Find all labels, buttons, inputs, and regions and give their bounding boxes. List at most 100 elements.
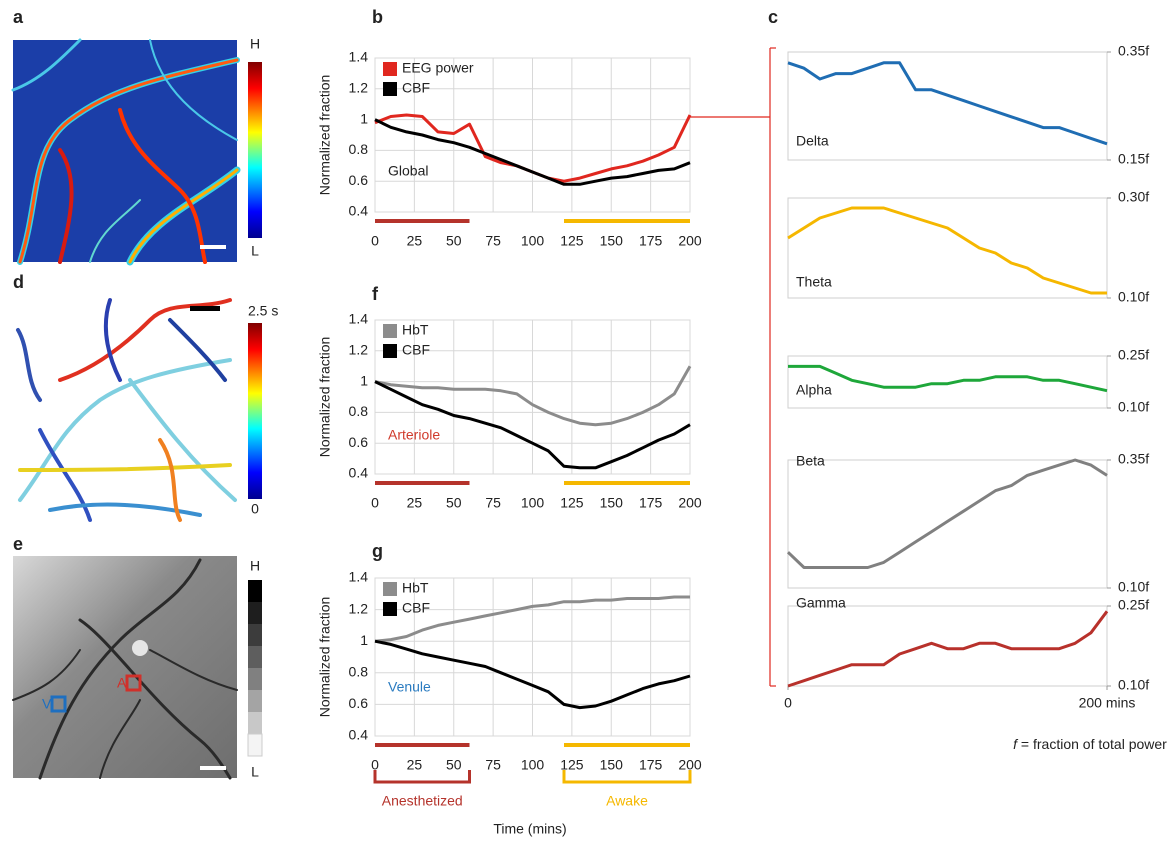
x-tick-label: 175 <box>639 495 663 511</box>
panel-label: d <box>13 272 24 292</box>
y-tick-label: 1.4 <box>349 311 369 327</box>
y-tick-label: 1.2 <box>349 80 369 96</box>
legend-label: EEG power <box>402 60 474 76</box>
plot-frame <box>374 319 691 475</box>
x-tick-label: 150 <box>600 233 624 249</box>
x-tick-label: 175 <box>639 233 663 249</box>
plot-frame <box>374 57 691 213</box>
y-tick-label: 0.10f <box>1118 399 1149 415</box>
footnote: f = fraction of total power <box>1013 736 1167 752</box>
x-tick-label: 200 <box>678 757 702 773</box>
plot-frame <box>787 197 1108 299</box>
x-tick-label: 50 <box>446 495 462 511</box>
series-line <box>374 365 692 427</box>
panel-label: a <box>13 7 24 27</box>
band-label: Delta <box>796 133 829 149</box>
x-tick-label: 25 <box>407 757 423 773</box>
series-line <box>787 206 1107 295</box>
y-tick-label: 0.10f <box>1118 579 1149 595</box>
annotation: Venule <box>388 679 431 695</box>
y-axis-title: Normalized fraction <box>317 337 333 458</box>
plot-frame <box>787 51 1108 161</box>
legend-swatch <box>383 582 397 596</box>
x-tick-label: 200 <box>678 233 702 249</box>
series-line <box>374 380 691 470</box>
footnote-symbol: f <box>1013 736 1019 752</box>
annotation: Arteriole <box>388 427 440 443</box>
image-e <box>12 556 263 780</box>
x-tick-label: 125 <box>560 233 584 249</box>
x-tick-label: 200 mins <box>1079 695 1136 711</box>
y-tick-label: 1.2 <box>349 342 369 358</box>
panel-label: c <box>768 7 778 27</box>
panel-label: e <box>13 534 23 554</box>
period-bar <box>564 481 690 485</box>
x-tick-label: 125 <box>560 495 584 511</box>
period-bar <box>375 743 470 747</box>
series-line <box>374 639 691 710</box>
y-tick-label: 0.8 <box>349 403 369 419</box>
y-axis-title: Normalized fraction <box>317 75 333 196</box>
y-tick-label: 0.30f <box>1118 189 1149 205</box>
x-tick-label: 0 <box>371 495 379 511</box>
series-line <box>786 458 1108 569</box>
x-tick-label: 0 <box>371 757 379 773</box>
y-tick-label: 0.25f <box>1118 597 1149 613</box>
y-tick-label: 0.4 <box>349 203 369 219</box>
y-tick-label: 0.35f <box>1118 451 1149 467</box>
x-tick-label: 0 <box>784 695 792 711</box>
series-line <box>374 595 690 643</box>
legend-swatch <box>383 344 397 358</box>
colorbar-label: H <box>250 36 260 52</box>
series-line <box>787 61 1108 146</box>
panel-label: g <box>372 541 383 561</box>
plot-frame <box>787 605 1108 687</box>
legend-label: CBF <box>402 342 430 358</box>
y-tick-label: 0.8 <box>349 664 369 680</box>
roi-label: V <box>42 696 52 712</box>
x-tick-label: 0 <box>371 233 379 249</box>
x-tick-label: 100 <box>521 233 545 249</box>
period-label: Awake <box>606 793 648 809</box>
band-label: Alpha <box>796 382 832 398</box>
connector <box>690 47 776 687</box>
y-tick-label: 1.2 <box>349 600 369 616</box>
x-tick-label: 125 <box>560 757 584 773</box>
band-label: Gamma <box>796 595 846 611</box>
legend-label: HbT <box>402 580 429 596</box>
x-tick-label: 25 <box>407 495 423 511</box>
y-tick-label: 0.35f <box>1118 43 1149 59</box>
band-label: Beta <box>796 453 825 469</box>
y-tick-label: 0.8 <box>349 141 369 157</box>
series-line <box>374 118 691 186</box>
colorbar-label: 2.5 s <box>248 303 278 319</box>
panel-label: b <box>372 7 383 27</box>
colorbar-label: H <box>250 558 260 574</box>
roi-label: A <box>117 675 127 691</box>
legend-swatch <box>383 324 397 338</box>
y-tick-label: 0.4 <box>349 465 369 481</box>
y-tick-label: 0.10f <box>1118 677 1149 693</box>
colorbar-label: L <box>251 243 259 259</box>
plot-frame <box>787 459 1108 589</box>
x-tick-label: 50 <box>446 233 462 249</box>
period-bar <box>564 743 690 747</box>
legend-label: HbT <box>402 322 429 338</box>
period-bar <box>375 481 470 485</box>
x-tick-label: 175 <box>639 757 663 773</box>
image-d <box>13 298 262 522</box>
period-label: Anesthetized <box>382 793 463 809</box>
footnote-text: = fraction of total power <box>1021 736 1167 752</box>
x-tick-label: 75 <box>485 495 501 511</box>
plot-frame <box>374 577 691 737</box>
y-tick-label: 0.10f <box>1118 289 1149 305</box>
x-tick-label: 200 <box>678 495 702 511</box>
colorbar-label: 0 <box>251 501 259 517</box>
x-tick-label: 150 <box>600 495 624 511</box>
panel-label: f <box>372 284 379 304</box>
period-bar <box>564 219 690 223</box>
band-label: Theta <box>796 274 832 290</box>
period-bar <box>375 219 470 223</box>
